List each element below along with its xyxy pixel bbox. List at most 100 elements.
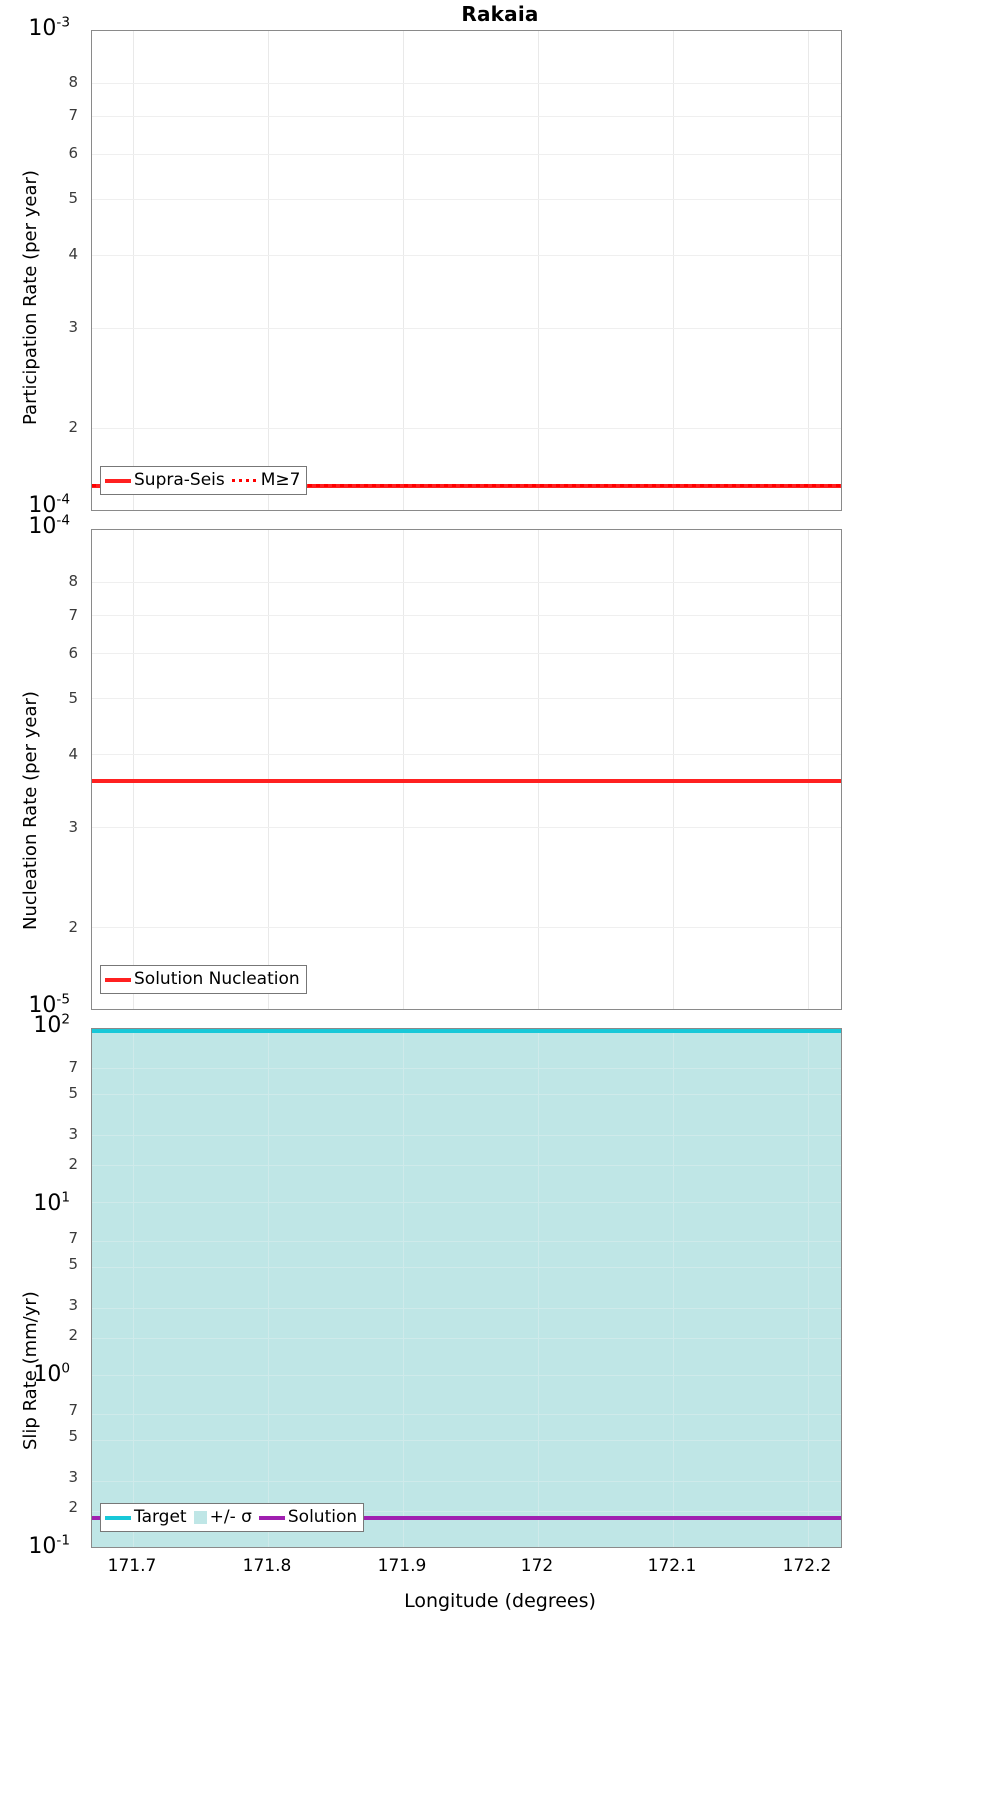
series-target (92, 1029, 841, 1033)
legend-entry-m7: M≥7 (231, 470, 301, 490)
legend-entry-sigma: +/- σ (193, 1507, 252, 1527)
panel-slip-rate (91, 1028, 842, 1548)
panel3-ytick-0p7: 7 (68, 1401, 78, 1419)
panel3-ytick-10: 101 (33, 1189, 70, 1216)
panel1-ytick-8: 8 (68, 73, 78, 91)
gridline-horizontal (92, 1267, 841, 1268)
xtick-172: 172 (520, 1556, 554, 1576)
panel2-ytick-2: 2 (68, 918, 78, 936)
gridline-vertical (403, 31, 404, 510)
gridline-horizontal (92, 1094, 841, 1095)
panel3-ytick-0p3: 3 (68, 1468, 78, 1486)
panel3-ytick-50: 5 (68, 1084, 78, 1102)
legend-label: M≥7 (260, 470, 301, 490)
x-axis-label: Longitude (degrees) (404, 1590, 596, 1612)
series-m7 (92, 484, 841, 487)
panel2-ytick-5: 5 (68, 689, 78, 707)
solid-cyan-line-icon (105, 1515, 131, 1520)
gridline-vertical (268, 31, 269, 510)
gridline-horizontal (92, 927, 841, 928)
xtick-172p2: 172.2 (782, 1556, 832, 1576)
panel1-ytick-bottom: 10-4 (28, 491, 70, 518)
panel1-plot-area (91, 30, 842, 511)
panel3-ytick-2: 2 (68, 1326, 78, 1344)
panel3-ytick-30: 3 (68, 1125, 78, 1143)
gridline-horizontal (92, 1440, 841, 1441)
gridline-horizontal (92, 83, 841, 84)
panel2-ytick-top: 10-4 (28, 512, 70, 539)
gridline-vertical (673, 1029, 674, 1547)
legend-label: Solution (287, 1507, 358, 1527)
gridline-horizontal (92, 754, 841, 755)
gridline-horizontal (92, 1481, 841, 1482)
panel2-ytick-7: 7 (68, 606, 78, 624)
gridline-horizontal (92, 827, 841, 828)
gridline-horizontal (92, 116, 841, 117)
xtick-172p1: 172.1 (647, 1556, 697, 1576)
series-solution (92, 1516, 841, 1520)
panel2-ytick-8: 8 (68, 572, 78, 590)
panel1-ytick-7: 7 (68, 106, 78, 124)
panel3-ytick-70: 7 (68, 1058, 78, 1076)
gridline-vertical (538, 31, 539, 510)
panel1-ytick-top: 10-3 (28, 14, 70, 41)
gridline-horizontal (92, 615, 841, 616)
gridline-vertical (808, 530, 809, 1009)
legend-label: Target (134, 1507, 187, 1527)
panel1-ytick-3: 3 (68, 318, 78, 336)
gridline-horizontal (92, 1241, 841, 1242)
panel3-ytick-0p2: 2 (68, 1498, 78, 1516)
band-patch-icon (193, 1511, 207, 1524)
gridline-horizontal (92, 653, 841, 654)
panel1-ytick-6: 6 (68, 144, 78, 162)
gridline-vertical (538, 530, 539, 1009)
legend-label: +/- σ (209, 1507, 252, 1527)
panel3-ytick-3: 3 (68, 1296, 78, 1314)
gridline-horizontal (92, 1414, 841, 1415)
xtick-171p9: 171.9 (377, 1556, 427, 1576)
gridline-horizontal (92, 328, 841, 329)
legend-entry-supra-seis: Supra-Seis (105, 472, 225, 489)
panel2-ytick-3: 3 (68, 818, 78, 836)
panel2-y-axis-label: Nucleation Rate (per year) (20, 691, 41, 930)
panel1-ytick-4: 4 (68, 245, 78, 263)
page-title: Rakaia (461, 2, 539, 26)
legend-label: Solution Nucleation (134, 969, 300, 989)
panel2-legend: Solution Nucleation (100, 965, 307, 994)
gridline-horizontal (92, 1375, 841, 1376)
dotted-red-line-icon (231, 479, 258, 482)
gridline-horizontal (92, 1338, 841, 1339)
gridline-horizontal (92, 1511, 841, 1512)
panel3-ytick-bottom: 10-1 (28, 1532, 70, 1559)
gridline-horizontal (92, 1135, 841, 1136)
solid-red-line-icon (105, 478, 131, 483)
gridline-vertical (808, 31, 809, 510)
legend-entry-solution-nucleation: Solution Nucleation (105, 971, 300, 988)
panel2-ytick-4: 4 (68, 745, 78, 763)
gridline-vertical (538, 1029, 539, 1547)
gridline-vertical (403, 1029, 404, 1547)
gridline-horizontal (92, 255, 841, 256)
gridline-horizontal (92, 582, 841, 583)
gridline-vertical (673, 530, 674, 1009)
panel-nucleation-rate (91, 529, 842, 1010)
panel2-ytick-bottom: 10-5 (28, 991, 70, 1018)
gridline-vertical (403, 530, 404, 1009)
gridline-vertical (133, 1029, 134, 1547)
panel2-plot-area (91, 529, 842, 1010)
panel1-legend: Supra-Seis M≥7 (100, 466, 308, 495)
legend-entry-solution: Solution (258, 1507, 358, 1527)
gridline-horizontal (92, 1068, 841, 1069)
panel-participation-rate (91, 30, 842, 511)
panel3-ytick-1: 100 (33, 1360, 70, 1387)
xtick-171p8: 171.8 (242, 1556, 292, 1576)
gridline-horizontal (92, 428, 841, 429)
xtick-171p7: 171.7 (107, 1556, 157, 1576)
gridline-vertical (268, 530, 269, 1009)
series-sigma-band (92, 1029, 841, 1547)
gridline-horizontal (92, 698, 841, 699)
panel3-ytick-0p5: 5 (68, 1427, 78, 1445)
solid-purple-line-icon (258, 1515, 285, 1520)
panel3-ytick-20: 2 (68, 1155, 78, 1173)
